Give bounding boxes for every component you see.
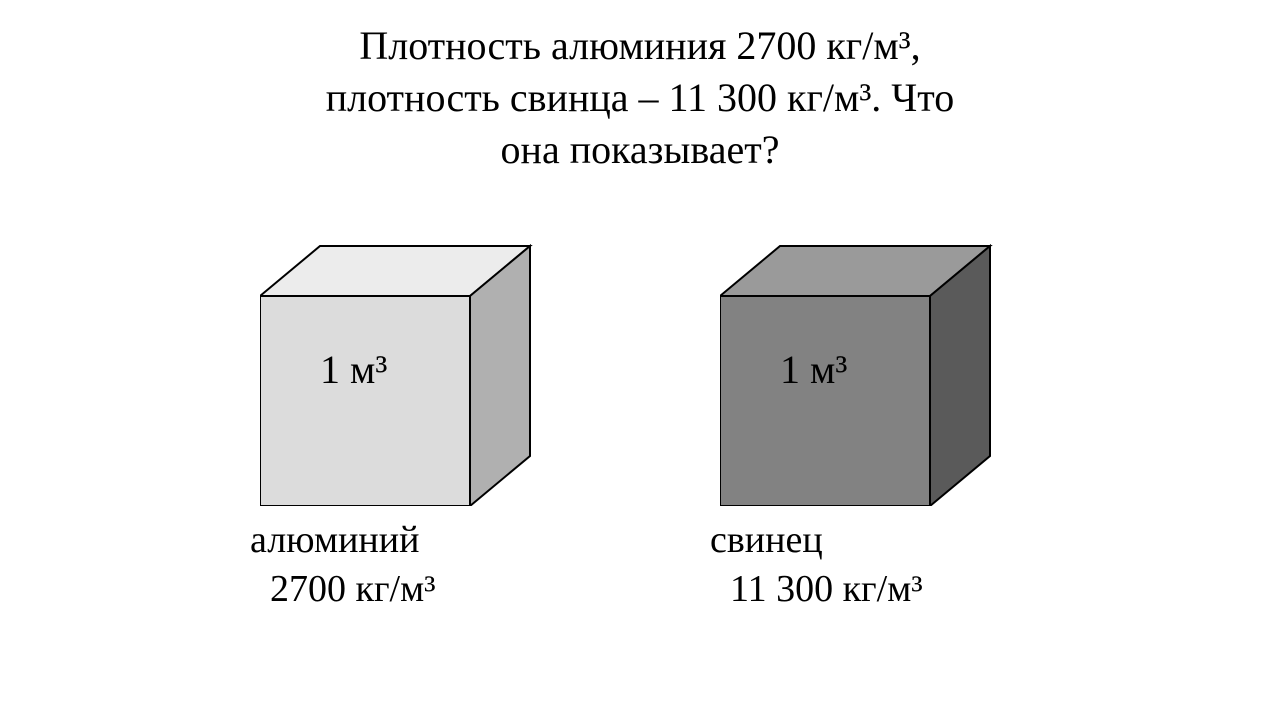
title-line-3: она показывает? bbox=[0, 124, 1280, 176]
title-block: Плотность алюминия 2700 кг/м³, плотность… bbox=[0, 0, 1280, 176]
caption-aluminum-density: 2700 кг/м³ bbox=[240, 565, 580, 614]
cube-lead: 1 м³ bbox=[720, 206, 1020, 506]
cube-aluminum-svg bbox=[260, 206, 560, 506]
cube-front-face bbox=[720, 296, 930, 506]
caption-lead: свинец 11 300 кг/м³ bbox=[700, 516, 1040, 615]
title-line-2: плотность свинца – 11 300 кг/м³. Что bbox=[0, 72, 1280, 124]
title-line-1: Плотность алюминия 2700 кг/м³, bbox=[0, 20, 1280, 72]
cube-aluminum-volume-label: 1 м³ bbox=[320, 346, 387, 393]
cube-front-face bbox=[260, 296, 470, 506]
caption-lead-density: 11 300 кг/м³ bbox=[700, 565, 1040, 614]
caption-lead-name: свинец bbox=[700, 516, 1040, 565]
cube-lead-volume-label: 1 м³ bbox=[780, 346, 847, 393]
caption-aluminum: алюминий 2700 кг/м³ bbox=[240, 516, 580, 615]
caption-aluminum-name: алюминий bbox=[240, 516, 580, 565]
cubes-row: 1 м³ 1 м³ bbox=[0, 206, 1280, 506]
cube-aluminum: 1 м³ bbox=[260, 206, 560, 506]
cube-lead-svg bbox=[720, 206, 1020, 506]
captions-row: алюминий 2700 кг/м³ свинец 11 300 кг/м³ bbox=[0, 516, 1280, 615]
